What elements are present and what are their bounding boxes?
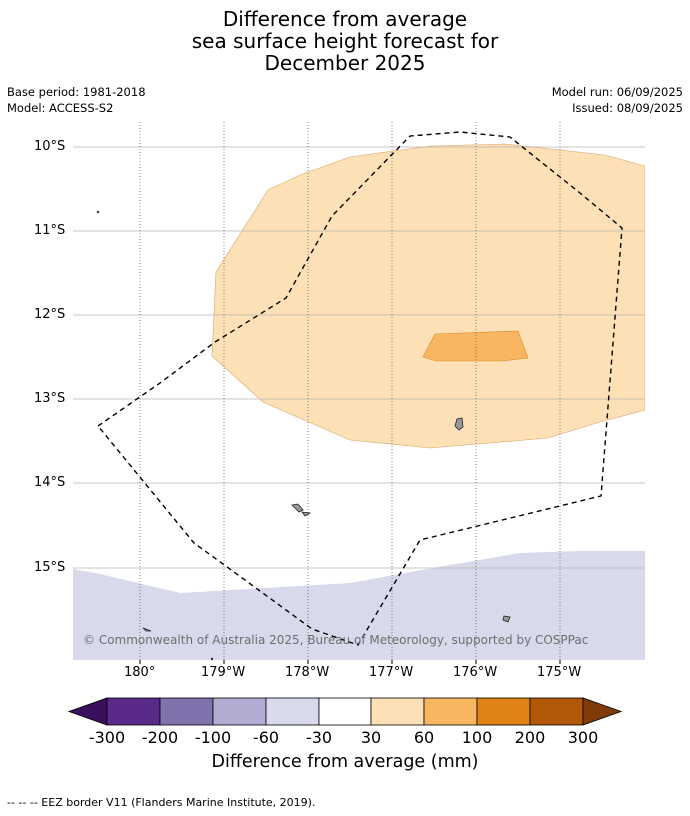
colorbar-label: Difference from average (mm)	[211, 752, 479, 772]
colorbar-bin-4	[265, 697, 320, 726]
lat-label-14s: 14°S	[34, 475, 66, 490]
meta-left: Base period: 1981-2018 Model: ACCESS-S2	[7, 84, 146, 116]
issued-date: Issued: 08/09/2025	[572, 101, 683, 115]
lon-tick-marks	[139, 660, 561, 664]
lon-label-180: 180°	[124, 665, 156, 680]
colorbar-tick: 30	[360, 728, 382, 747]
lon-label-177w: 177°W	[369, 665, 414, 680]
colorbar-tick: 100	[461, 728, 493, 747]
anomaly-region-60-100	[422, 330, 529, 362]
colorbar-bin-8	[476, 697, 531, 726]
copyright-notice: © Commonwealth of Australia 2025, Bureau…	[83, 633, 589, 647]
base-period: Base period: 1981-2018	[7, 85, 146, 99]
chart-title: Difference from average sea surface heig…	[0, 8, 690, 74]
colorbar-tick: -100	[194, 728, 232, 747]
meta-right: Model run: 06/09/2025 Issued: 08/09/2025	[552, 84, 683, 116]
colorbar-bin-6	[370, 697, 425, 726]
title-line-3: December 2025	[264, 51, 426, 75]
colorbar-bin-2	[159, 697, 214, 726]
colorbar-bin-7	[423, 697, 478, 726]
lon-label-175w: 175°W	[537, 665, 582, 680]
colorbar-bin-1	[106, 697, 161, 726]
model-run: Model run: 06/09/2025	[551, 85, 683, 99]
lon-label-176w: 176°W	[453, 665, 498, 680]
title-line-2: sea surface height forecast for	[191, 29, 499, 53]
colorbar-tick: 200	[514, 728, 546, 747]
colorbar-bin-3	[212, 697, 267, 726]
colorbar-tick: -300	[88, 728, 126, 747]
colorbar-tick: 60	[413, 728, 435, 747]
title-line-1: Difference from average	[222, 7, 468, 31]
colorbar-bin-9	[529, 697, 584, 726]
colorbar-tick: -30	[305, 728, 333, 747]
anomaly-region-neg30-neg60	[73, 551, 645, 660]
eez-legend: -- -- -- EEZ border V11 (Flanders Marine…	[7, 796, 316, 809]
lat-label-11s: 11°S	[34, 223, 66, 238]
eez-border	[96, 131, 623, 646]
lat-label-10s: 10°S	[34, 139, 66, 154]
colorbar-extend-low	[67, 697, 108, 726]
colorbar-tick: -200	[141, 728, 179, 747]
lat-gridlines	[73, 146, 645, 569]
lat-label-13s: 13°S	[34, 391, 66, 406]
lon-label-179w: 179°W	[201, 665, 246, 680]
colorbar-bin-5	[318, 697, 372, 726]
lon-label-178w: 178°W	[285, 665, 330, 680]
model-name: Model: ACCESS-S2	[7, 101, 114, 115]
colorbar-tick: -60	[252, 728, 280, 747]
islands	[96, 210, 511, 661]
anomaly-region-30-60	[211, 143, 645, 449]
lat-label-15s: 15°S	[34, 560, 66, 575]
colorbar-tick: 300	[567, 728, 599, 747]
lat-label-12s: 12°S	[34, 307, 66, 322]
colorbar-extend-high	[582, 697, 623, 726]
colorbar	[67, 697, 623, 726]
